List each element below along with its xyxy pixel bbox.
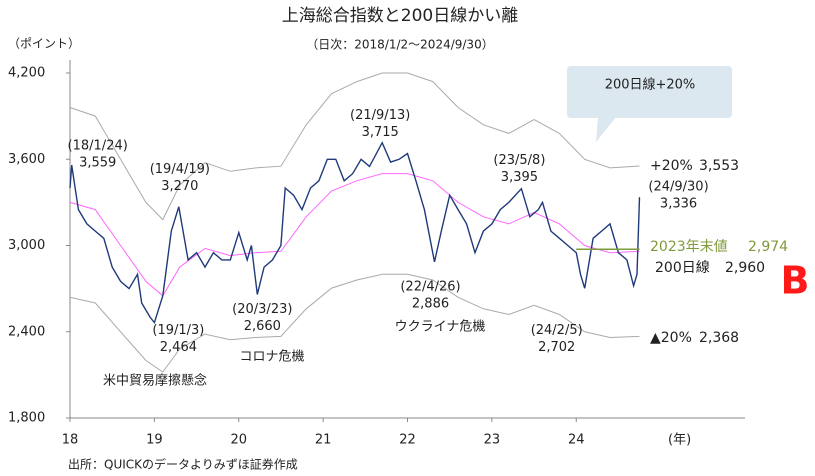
series-name: +20% (650, 158, 693, 174)
annotation-value: 3,336 (660, 197, 697, 212)
annotation-value: 2,886 (412, 296, 449, 311)
y-tick-label: 3,600 (8, 152, 45, 167)
callout-text: 200日線+20% (605, 77, 696, 93)
annotation-value: 3,270 (161, 179, 198, 194)
annotation-value: 2,464 (160, 340, 197, 355)
source: 出所：QUICKのデータよりみずほ証券作成 (68, 457, 298, 472)
reference-label: 2023年末値 (650, 239, 728, 255)
note: コロナ危機 (239, 350, 304, 365)
series-end-value: 3,553 (699, 158, 739, 174)
annotation-date: (21/9/13) (350, 108, 410, 123)
x-tick-label: 24 (568, 433, 585, 448)
annotation-date: (19/4/19) (150, 162, 210, 177)
x-tick-label: 19 (146, 433, 163, 448)
annotation-date: (19/1/3) (152, 323, 204, 338)
annotation-value: 2,660 (244, 319, 281, 334)
annotation-date: (24/9/30) (648, 180, 708, 195)
series-line (69, 141, 641, 325)
note: ウクライナ危機 (395, 320, 486, 335)
x-axis-label: (年) (668, 433, 691, 448)
series-line (69, 72, 640, 221)
x-tick-label: 21 (315, 433, 332, 448)
chart-subtitle: （日次：2018/1/2～2024/9/30） (306, 38, 493, 52)
y-tick-label: 1,800 (8, 411, 45, 426)
y-axis-label: （ポイント） (8, 37, 80, 51)
x-tick-label: 20 (230, 433, 247, 448)
y-tick-label: 3,000 (8, 238, 45, 253)
annotation-date: (18/1/24) (68, 139, 128, 154)
y-tick-label: 2,400 (8, 324, 45, 339)
annotation-value: 3,395 (501, 170, 538, 185)
series-line (69, 173, 640, 297)
annotation-date: (22/4/26) (400, 279, 460, 294)
series-name: 200日線 (655, 260, 710, 276)
reference-value: 2,974 (748, 239, 788, 255)
callout-box (567, 66, 732, 118)
annotation-date: (20/3/23) (232, 302, 292, 317)
x-tick-label: 23 (484, 433, 501, 448)
x-tick-label: 22 (399, 433, 416, 448)
annotation-value: 3,715 (362, 125, 399, 140)
y-tick-label: 4,200 (8, 66, 45, 81)
annotation-date: (24/2/5) (531, 323, 583, 338)
note: 米中貿易摩擦懸念 (103, 373, 207, 389)
series-line (69, 273, 640, 373)
marker-letter: B (781, 259, 810, 303)
series-end-value: 2,368 (699, 330, 739, 346)
annotation-value: 2,702 (538, 340, 575, 355)
series-name: ▲20% (650, 330, 692, 346)
series-end-value: 2,960 (725, 260, 765, 276)
chart-title: 上海総合指数と200日線かい離 (282, 6, 518, 26)
x-tick-label: 18 (62, 433, 79, 448)
annotation-date: (23/5/8) (493, 153, 545, 168)
annotation-value: 3,559 (79, 156, 116, 171)
callout-pointer (596, 117, 616, 142)
